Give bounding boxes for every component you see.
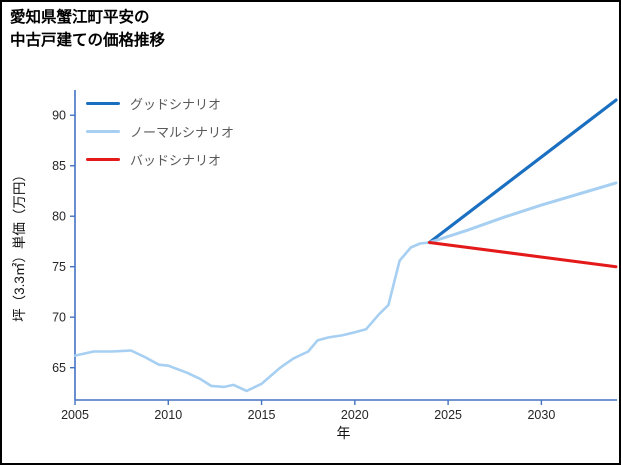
bad-scenario-line	[427, 241, 618, 269]
normal-scenario-line	[427, 181, 618, 244]
x-axis-label: 年	[337, 425, 351, 441]
chart-title: 愛知県蟹江町平安の 中古戸建ての価格推移	[10, 6, 165, 53]
x-tick-label: 2005	[61, 408, 89, 422]
good-scenario-line	[427, 98, 618, 245]
y-tick-label: 85	[52, 159, 66, 173]
history-line	[73, 241, 431, 393]
legend-label-good: グッドシナリオ	[130, 97, 222, 112]
x-tick-label: 2010	[154, 408, 182, 422]
y-axis-label: 坪（3.3㎡）単価（万円）	[12, 168, 27, 322]
legend-label-normal: ノーマルシナリオ	[130, 125, 235, 140]
legend-label-bad: バッドシナリオ	[130, 153, 222, 168]
legend-item-good: グッドシナリオ	[86, 94, 234, 113]
legend: グッドシナリオ ノーマルシナリオ バッドシナリオ	[86, 94, 234, 169]
y-tick-label: 70	[52, 311, 66, 325]
y-tick-label: 75	[52, 260, 66, 274]
y-tick-label: 80	[52, 210, 66, 224]
good-scenario-line-swatch	[86, 102, 120, 105]
legend-item-bad: バッドシナリオ	[86, 150, 234, 169]
x-tick-label: 2025	[434, 408, 462, 422]
y-tick-label: 65	[52, 361, 66, 375]
legend-item-normal: ノーマルシナリオ	[86, 122, 234, 141]
chart-title-line2: 中古戸建ての価格推移	[10, 32, 166, 50]
x-tick-label: 2030	[527, 408, 555, 422]
bad-scenario-line-swatch	[86, 158, 120, 161]
x-tick-label: 2020	[341, 408, 369, 422]
normal-scenario-line-swatch	[86, 130, 120, 133]
chart-title-line1: 愛知県蟹江町平安の	[10, 9, 150, 26]
x-tick-label: 2015	[248, 408, 276, 422]
y-tick-label: 90	[52, 109, 66, 123]
